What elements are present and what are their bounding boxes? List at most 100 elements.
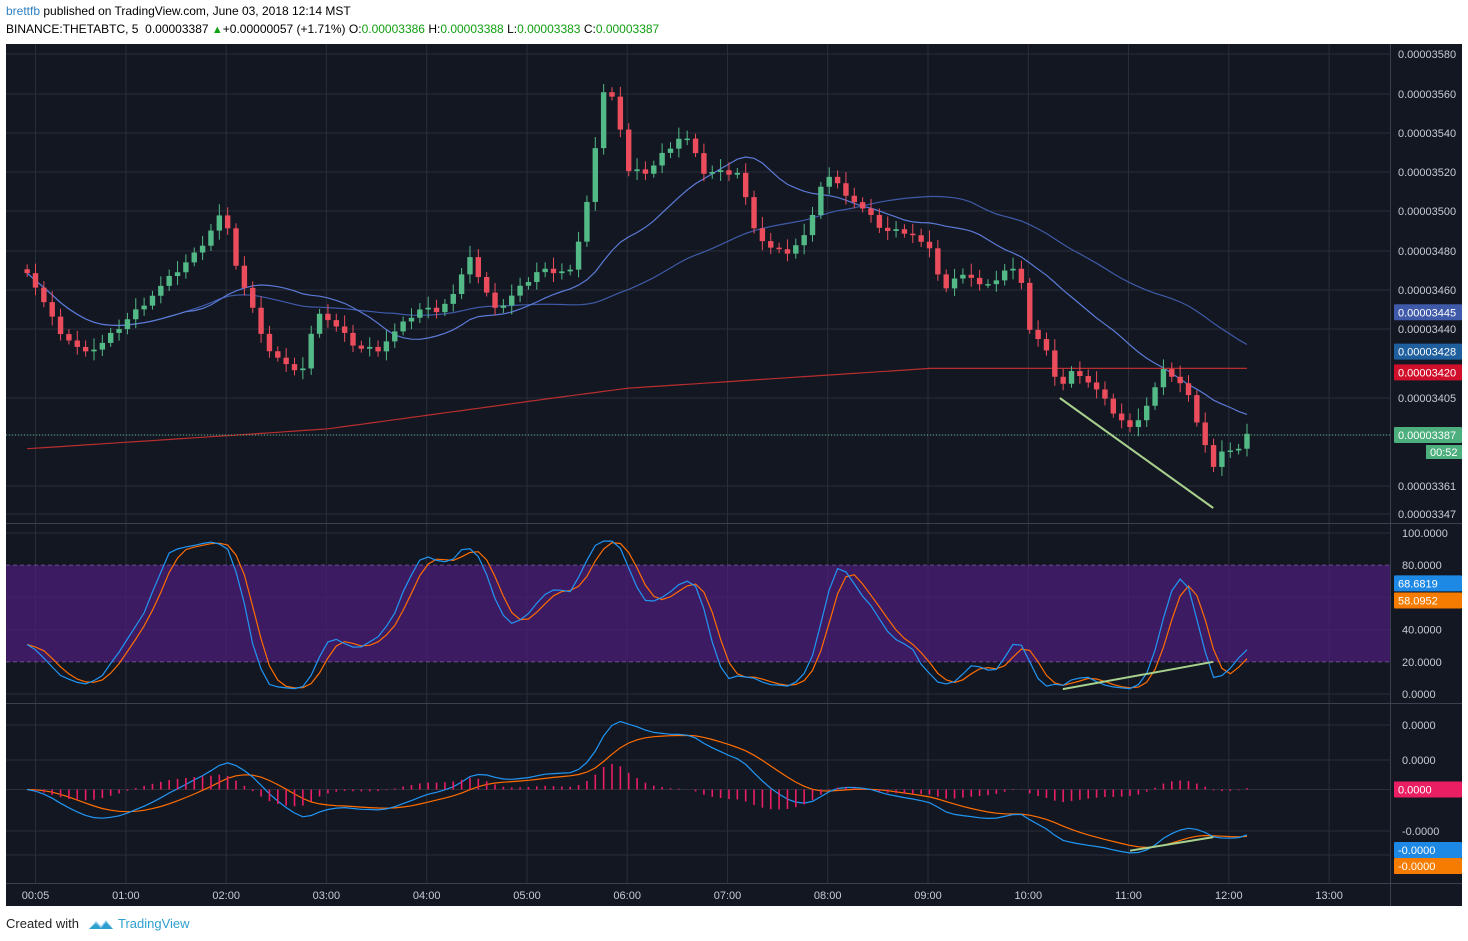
candle[interactable] <box>158 276 164 304</box>
candle[interactable] <box>584 195 590 247</box>
candle[interactable] <box>1244 423 1250 457</box>
candle[interactable] <box>692 133 699 158</box>
candle[interactable] <box>1210 438 1217 473</box>
candle[interactable] <box>107 327 114 347</box>
candle[interactable] <box>759 216 766 251</box>
candle[interactable] <box>726 162 732 182</box>
candle[interactable] <box>325 304 331 328</box>
candle[interactable] <box>1235 443 1242 455</box>
candle[interactable] <box>834 170 841 189</box>
candle[interactable] <box>358 340 365 353</box>
candle[interactable] <box>793 238 799 259</box>
candle[interactable] <box>49 291 55 326</box>
candle[interactable] <box>968 263 974 287</box>
candle[interactable] <box>784 239 791 262</box>
candle[interactable] <box>500 299 507 313</box>
candle[interactable] <box>742 163 749 205</box>
candle[interactable] <box>1227 442 1233 458</box>
candle[interactable] <box>1060 368 1066 391</box>
candle[interactable] <box>542 262 548 278</box>
candle[interactable] <box>425 296 431 319</box>
candle[interactable] <box>275 346 281 362</box>
candle[interactable] <box>985 279 991 289</box>
candle[interactable] <box>868 198 874 223</box>
candle[interactable] <box>851 187 857 209</box>
candle[interactable] <box>300 357 306 380</box>
candle[interactable] <box>818 181 824 219</box>
candle[interactable] <box>935 240 941 281</box>
candle[interactable] <box>634 158 640 181</box>
candle[interactable] <box>1068 366 1075 388</box>
candle[interactable] <box>826 167 832 195</box>
candle[interactable] <box>910 223 916 244</box>
tradingview-link[interactable]: TradingView <box>118 916 190 931</box>
candle[interactable] <box>592 137 598 211</box>
candle[interactable] <box>492 283 498 316</box>
candle[interactable] <box>233 223 239 270</box>
candle[interactable] <box>1077 361 1083 384</box>
candle[interactable] <box>400 316 406 336</box>
candle[interactable] <box>575 231 582 278</box>
candle[interactable] <box>1018 260 1025 290</box>
candle[interactable] <box>1144 397 1150 427</box>
candle[interactable] <box>149 290 156 310</box>
candle[interactable] <box>684 130 690 146</box>
candle[interactable] <box>417 303 423 323</box>
candle[interactable] <box>333 313 339 332</box>
candle[interactable] <box>258 296 264 343</box>
candle[interactable] <box>659 143 665 174</box>
candle[interactable] <box>199 235 206 261</box>
candle[interactable] <box>250 281 256 313</box>
candle[interactable] <box>809 206 816 242</box>
candle[interactable] <box>41 281 47 308</box>
candle[interactable] <box>1127 413 1133 433</box>
candle[interactable] <box>976 269 983 291</box>
candle[interactable] <box>66 329 72 345</box>
candle[interactable] <box>1010 257 1016 280</box>
candle[interactable] <box>843 172 849 205</box>
candle[interactable] <box>1194 390 1200 427</box>
symbol-title[interactable]: BINANCE:THETABTC, 5 <box>6 22 139 36</box>
candle[interactable] <box>717 159 724 181</box>
candle[interactable] <box>509 284 515 315</box>
candle[interactable] <box>316 308 323 338</box>
candle[interactable] <box>801 223 807 255</box>
candle[interactable] <box>1102 381 1108 406</box>
candle[interactable] <box>534 262 540 290</box>
candle[interactable] <box>1027 278 1033 334</box>
candle[interactable] <box>82 340 89 357</box>
candle[interactable] <box>626 123 632 177</box>
candle[interactable] <box>600 84 607 155</box>
candle[interactable] <box>450 284 456 312</box>
candle[interactable] <box>768 232 774 255</box>
candle[interactable] <box>918 228 924 248</box>
candle[interactable] <box>124 312 131 335</box>
candle[interactable] <box>224 207 231 235</box>
candle[interactable] <box>901 224 908 238</box>
candle[interactable] <box>893 221 899 238</box>
candle[interactable] <box>926 230 933 258</box>
candle[interactable] <box>885 216 891 241</box>
candle[interactable] <box>1185 375 1192 402</box>
candle[interactable] <box>859 197 866 213</box>
candle[interactable] <box>216 204 223 240</box>
candle[interactable] <box>701 143 707 182</box>
candle[interactable] <box>1001 264 1008 286</box>
candle[interactable] <box>734 168 741 179</box>
candle[interactable] <box>308 325 314 375</box>
candle[interactable] <box>1085 369 1091 388</box>
candle[interactable] <box>609 87 615 101</box>
candle[interactable] <box>32 263 39 296</box>
candle[interactable] <box>367 337 373 357</box>
candle[interactable] <box>993 270 1000 292</box>
candle[interactable] <box>617 86 624 138</box>
candle[interactable] <box>1135 408 1142 437</box>
candle[interactable] <box>667 142 674 159</box>
candle[interactable] <box>651 160 657 178</box>
candle[interactable] <box>475 249 482 284</box>
candle[interactable] <box>341 315 348 342</box>
candle[interactable] <box>74 330 80 355</box>
candle[interactable] <box>1160 359 1167 395</box>
candle[interactable] <box>141 297 147 316</box>
candle[interactable] <box>1118 403 1125 429</box>
